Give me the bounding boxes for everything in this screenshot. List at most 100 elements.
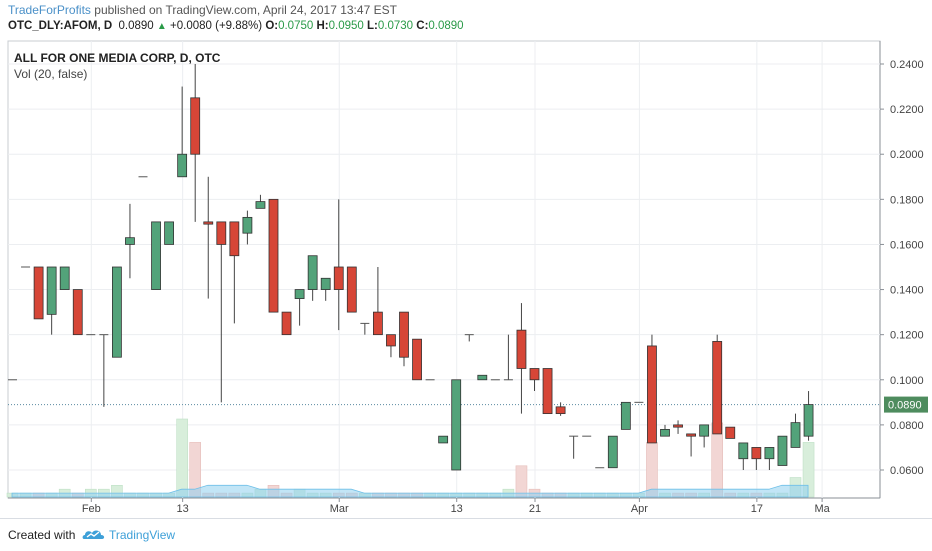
x-tick-label: 21	[529, 503, 541, 515]
candle-body	[660, 428, 670, 437]
candle-body	[346, 266, 357, 313]
candle-body	[738, 442, 749, 460]
candle-body	[790, 422, 801, 448]
chart-header: TradeForProfits published on TradingView…	[8, 0, 932, 40]
published-text: published on TradingView.com, April 24, …	[94, 3, 397, 17]
x-tick-label: Apr	[631, 503, 648, 515]
candle-body	[751, 447, 762, 460]
candle-body	[764, 447, 775, 460]
y-tick-label: 0.0800	[890, 420, 924, 432]
candle-body	[255, 201, 266, 209]
close-label: C:	[416, 20, 429, 32]
y-tick-label: 0.1800	[890, 194, 924, 206]
candle-body	[125, 237, 135, 245]
x-tick-label: 13	[451, 503, 463, 515]
candle-body	[620, 401, 631, 430]
footer: Created with TradingView	[0, 518, 932, 551]
candle-body	[438, 435, 449, 444]
candle-body	[451, 379, 462, 471]
volume-bar	[802, 442, 815, 498]
y-tick-label: 0.1200	[890, 330, 924, 342]
candle-body	[59, 266, 70, 290]
candle-body	[803, 404, 814, 437]
candle-body	[46, 266, 57, 315]
candle-body	[294, 289, 305, 299]
candle-body	[777, 435, 788, 466]
candle-body	[725, 426, 736, 439]
created-with-text: Created with	[8, 528, 76, 542]
volume-legend: Vol (20, false)	[14, 67, 87, 81]
symbol-label: OTC_DLY:AFOM, D	[8, 20, 113, 32]
volume-bar	[176, 418, 188, 498]
candle-body	[399, 311, 409, 358]
candle-body	[529, 368, 540, 381]
y-tick-label: 0.1600	[890, 239, 924, 251]
open-label: O:	[265, 20, 279, 32]
x-tick-label: Mar	[330, 503, 349, 515]
tradingview-cloud-icon	[82, 530, 105, 539]
volume-bar	[515, 465, 528, 498]
candle-body	[112, 266, 122, 358]
candle-body	[307, 255, 318, 290]
high-label: H:	[316, 20, 329, 32]
x-tick-label: Ma	[814, 503, 830, 515]
candle-body	[647, 345, 657, 444]
volume-ma-area	[11, 484, 809, 498]
y-tick-label: 0.2200	[890, 104, 924, 116]
candle-body	[242, 216, 253, 234]
y-tick-label: 0.2000	[890, 149, 924, 161]
candle-body	[177, 153, 188, 178]
last-price: 0.0890	[118, 20, 154, 32]
candle-body	[216, 221, 227, 245]
candle-body	[673, 424, 683, 428]
candle-body	[607, 435, 618, 469]
volume-bars	[6, 418, 815, 498]
open-value: 0.0750	[278, 20, 314, 32]
candle-body	[151, 221, 161, 290]
up-triangle-icon: ▲	[156, 21, 167, 32]
candle-body	[33, 266, 44, 320]
candle-body	[320, 277, 331, 290]
change-value: +0.0080 (+9.88%)	[170, 20, 263, 32]
x-tick-label: 13	[177, 503, 189, 515]
candle-body	[203, 221, 214, 225]
candle-body	[268, 198, 279, 313]
candle-body	[412, 338, 422, 381]
grid	[8, 41, 880, 498]
low-label: L:	[367, 20, 378, 32]
candle-body	[516, 329, 527, 369]
price-axis: 0.0600 0.0800 0.1000 0.1200 0.1400 0.1600 0.18…	[880, 59, 928, 477]
tradingview-brand[interactable]: TradingView	[109, 528, 176, 542]
close-value: 0.0890	[428, 20, 464, 32]
quote-line: OTC_DLY:AFOM, D 0.0890 ▲ +0.0080 (+9.88%…	[8, 20, 464, 32]
candle-body	[699, 424, 710, 437]
time-axis: Feb 13 Mar 13 21 Apr 17 Ma	[82, 498, 831, 515]
candle-body	[281, 311, 292, 336]
candle-body	[712, 341, 723, 435]
last-price-tag	[884, 396, 928, 413]
last-price-tag-label: 0.0890	[888, 400, 922, 412]
y-tick-label: 0.1000	[890, 375, 924, 387]
candle-body	[686, 433, 696, 437]
candle-body	[190, 97, 201, 155]
y-tick-label: 0.0600	[890, 465, 924, 477]
high-value: 0.0950	[328, 20, 364, 32]
author-link[interactable]: TradeForProfits	[8, 3, 91, 17]
x-tick-label: Feb	[82, 503, 101, 515]
candle-body	[386, 334, 396, 347]
candle-body	[333, 266, 344, 290]
candle-body	[164, 221, 175, 245]
price-chart[interactable]: 0.0600 0.0800 0.1000 0.1200 0.1400 0.1600 0.18…	[0, 0, 932, 518]
low-value: 0.0730	[377, 20, 414, 32]
candles	[8, 64, 880, 471]
y-tick-label: 0.1400	[890, 285, 924, 297]
candle-body	[555, 406, 566, 415]
candle-body	[477, 374, 488, 381]
candle-body	[72, 289, 83, 336]
candle-body	[542, 368, 553, 415]
publish-line: TradeForProfits published on TradingView…	[8, 3, 397, 17]
chart-title: ALL FOR ONE MEDIA CORP, D, OTC	[14, 51, 221, 65]
candle-body	[372, 311, 383, 336]
y-tick-label: 0.2400	[890, 59, 924, 71]
candle-body	[229, 221, 240, 257]
